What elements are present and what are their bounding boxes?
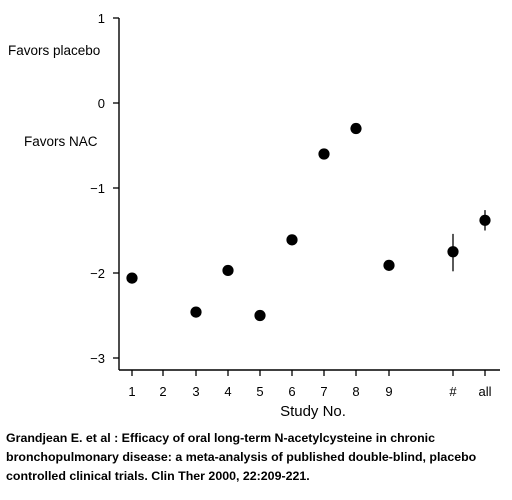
caption-line: Grandjean E. et al : Efficacy of oral lo… bbox=[6, 431, 435, 445]
x-tick-label: 6 bbox=[288, 384, 295, 399]
x-tick-label: 8 bbox=[352, 384, 359, 399]
data-point bbox=[126, 272, 138, 284]
y-tick-label: −3 bbox=[90, 351, 105, 366]
data-point bbox=[190, 306, 202, 318]
x-tick-label: # bbox=[449, 384, 457, 399]
y-tick-label: −2 bbox=[90, 266, 105, 281]
x-tick-label: 4 bbox=[224, 384, 231, 399]
data-point bbox=[479, 214, 491, 226]
annotation-favors-placebo: Favors placebo bbox=[8, 43, 100, 58]
x-tick-label: 1 bbox=[128, 384, 135, 399]
data-points bbox=[126, 122, 491, 322]
x-tick-label: 5 bbox=[256, 384, 263, 399]
chart: 1 0 −1 −2 −3 1 2 3 4 5 6 7 8 9 # all Favors placebo Fa… bbox=[8, 11, 500, 420]
x-axis-label: Study No. bbox=[280, 403, 346, 420]
y-ticks: 1 0 −1 −2 −3 bbox=[90, 11, 119, 366]
data-point bbox=[447, 246, 459, 258]
data-point bbox=[254, 309, 266, 322]
citation-caption: Grandjean E. et al : Efficacy of oral lo… bbox=[6, 429, 506, 486]
y-tick-label: 0 bbox=[98, 96, 105, 111]
x-tick-label: 9 bbox=[385, 384, 392, 399]
data-point bbox=[286, 234, 298, 246]
data-point bbox=[350, 122, 362, 135]
data-point bbox=[383, 259, 395, 271]
x-ticks: 1 2 3 4 5 6 7 8 9 # all bbox=[128, 370, 492, 399]
x-tick-label: 7 bbox=[320, 384, 327, 399]
y-tick-label: 1 bbox=[98, 11, 105, 26]
x-tick-label: all bbox=[478, 384, 491, 399]
annotation-favors-nac: Favors NAC bbox=[24, 134, 98, 149]
axes bbox=[118, 18, 500, 371]
caption-line: bronchopulmonary disease: a meta-analysi… bbox=[6, 450, 477, 464]
x-tick-label: 2 bbox=[159, 384, 166, 399]
data-point bbox=[318, 148, 330, 160]
y-tick-label: −1 bbox=[90, 181, 105, 196]
x-tick-label: 3 bbox=[192, 384, 199, 399]
caption-line: controlled clinical trials. Clin Ther 20… bbox=[6, 469, 310, 483]
data-point bbox=[222, 264, 234, 277]
